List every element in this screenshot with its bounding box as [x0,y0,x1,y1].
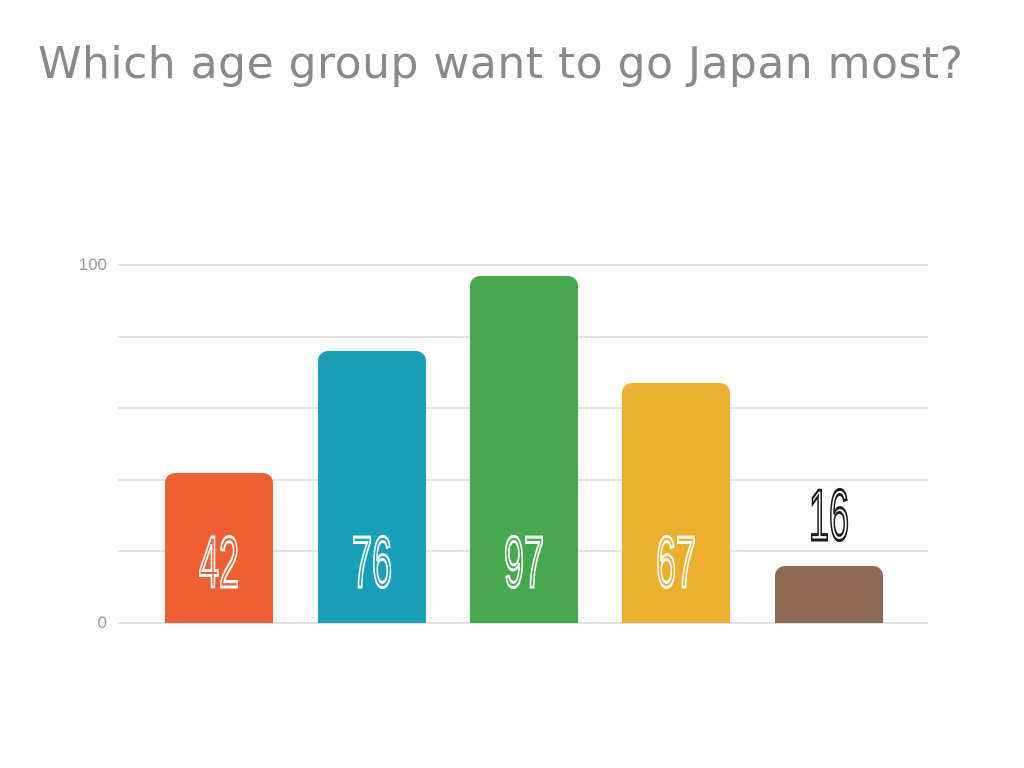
chart-title: Which age group want to go Japan most? [38,38,964,89]
bar [470,275,578,623]
bars-band: 42 76 97 67 16 [143,265,905,623]
bar [774,565,883,623]
bar-value-label: 67 [656,523,698,603]
bar [317,350,426,623]
bar-value-label: 42 [198,523,240,603]
bar [165,472,274,623]
plot-area: 42 76 97 67 16 0 100 [79,255,928,632]
bar-value-label: 76 [351,523,393,603]
bar-value-label: 97 [503,523,545,603]
y-axis-tick-label: 0 [97,613,107,632]
bar-value-label: 16 [808,475,850,556]
gridline [118,264,928,266]
y-axis-tick-label: 100 [78,255,107,274]
bar [622,383,731,623]
gridline [118,622,928,624]
